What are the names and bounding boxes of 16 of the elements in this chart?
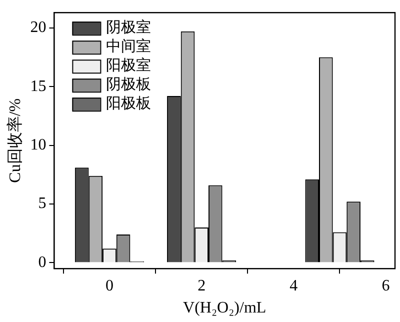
legend-label: 阴极板 bbox=[106, 74, 152, 93]
y-tick-label: 0 bbox=[38, 254, 46, 271]
legend-label: 阴极室 bbox=[106, 18, 152, 36]
y-axis-title: Cu回收率/% bbox=[6, 98, 24, 183]
y-tick-label: 20 bbox=[30, 19, 46, 36]
x-tick-label: 0 bbox=[105, 277, 114, 294]
y-tick-label: 5 bbox=[38, 195, 46, 212]
x-tick-label: 2 bbox=[198, 277, 206, 294]
x-tick-label: 6 bbox=[382, 277, 390, 294]
legend-label: 阳极板 bbox=[106, 94, 152, 112]
legend-label: 中间室 bbox=[106, 36, 152, 55]
x-axis-title: V(H₂O₂)/mL bbox=[183, 300, 266, 317]
y-tick-label: 15 bbox=[30, 78, 46, 95]
x-tick-label: 4 bbox=[290, 277, 298, 294]
y-tick-label: 10 bbox=[30, 136, 46, 154]
legend-label: 阳极室 bbox=[106, 56, 152, 74]
